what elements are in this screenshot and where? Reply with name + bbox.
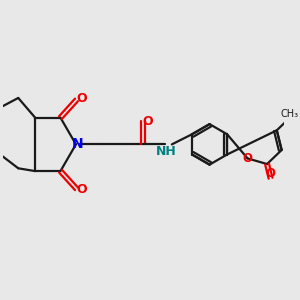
Text: O: O: [76, 184, 87, 196]
Text: O: O: [243, 152, 253, 165]
Text: CH₃: CH₃: [281, 109, 299, 119]
Text: O: O: [76, 92, 87, 105]
Text: N: N: [72, 137, 83, 151]
Text: O: O: [142, 115, 153, 128]
Text: NH: NH: [156, 146, 176, 158]
Text: O: O: [266, 167, 276, 180]
